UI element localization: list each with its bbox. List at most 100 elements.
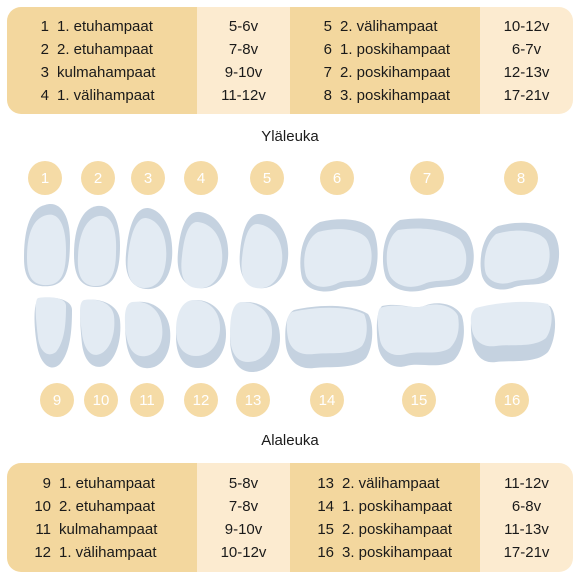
tooth-number: 9 — [42, 474, 51, 492]
tooth-badge-16: 16 — [495, 383, 529, 417]
eruption-age: 9-10v — [224, 63, 263, 81]
eruption-age: 7-8v — [228, 40, 259, 58]
table-row: 13 2. välihampaat — [290, 472, 480, 495]
tooth-number: 14 — [317, 497, 334, 515]
tooth-name: 1. välihampaat — [59, 543, 157, 561]
tooth-15 — [376, 303, 464, 367]
tooth-number: 6 — [323, 40, 332, 58]
tooth-name: 2. etuhampaat — [57, 40, 153, 58]
table-row: 3 kulmahampaat — [7, 61, 197, 84]
eruption-age: 10-12v — [503, 17, 550, 35]
tooth-number: 7 — [323, 63, 332, 81]
lower-jaw-table: 9 1. etuhampaat 10 2. etuhampaat 11 kulmaha… — [7, 463, 573, 572]
tooth-4 — [177, 211, 229, 289]
eruption-age: 17-21v — [503, 543, 550, 561]
eruption-age: 11-12v — [221, 86, 266, 104]
upper-right-ages: 10-12v 6-7v 12-13v 17-21v — [480, 7, 573, 114]
eruption-age: 5-8v — [228, 474, 259, 492]
tooth-number: 16 — [317, 543, 334, 561]
upper-left-ages: 5-6v 7-8v 9-10v 11-12v — [197, 7, 290, 114]
tooth-1 — [24, 204, 70, 287]
tooth-badge-12: 12 — [184, 383, 218, 417]
tooth-number: 4 — [40, 86, 49, 104]
tooth-number: 3 — [40, 63, 49, 81]
tooth-14 — [285, 305, 373, 369]
tooth-badge-7: 7 — [410, 161, 444, 195]
tooth-name: 1. välihampaat — [57, 86, 155, 104]
upper-left-names: 1 1. etuhampaat 2 2. etuhampaat 3 kulmahamp… — [7, 7, 197, 114]
tooth-name: 3. poskihampaat — [340, 86, 451, 104]
tooth-8 — [480, 222, 560, 290]
tooth-name: 2. välihampaat — [340, 17, 438, 35]
eruption-age: 9-10v — [224, 520, 263, 538]
tooth-name: 2. etuhampaat — [59, 497, 155, 515]
table-row: 4 1. välihampaat — [7, 84, 197, 107]
eruption-age: 11-13v — [504, 520, 549, 538]
tooth-name: 2. välihampaat — [342, 474, 440, 492]
table-row: 16 3. poskihampaat — [290, 541, 480, 564]
tooth-name: kulmahampaat — [59, 520, 158, 538]
tooth-number: 13 — [317, 474, 334, 492]
eruption-age: 12-13v — [503, 63, 550, 81]
tooth-badge-10: 10 — [84, 383, 118, 417]
tooth-13 — [230, 302, 280, 372]
eruption-age: 7-8v — [228, 497, 259, 515]
tooth-badge-13: 13 — [236, 383, 270, 417]
tooth-name: 1. etuhampaat — [57, 17, 153, 35]
tooth-badge-15: 15 — [402, 383, 436, 417]
table-row: 2 2. etuhampaat — [7, 38, 197, 61]
tooth-badge-3: 3 — [131, 161, 165, 195]
tooth-badge-1: 1 — [28, 161, 62, 195]
lower-jaw-title: Alaleuka — [261, 432, 319, 449]
tooth-badge-9: 9 — [40, 383, 74, 417]
tooth-badge-4: 4 — [184, 161, 218, 195]
eruption-age: 6-7v — [511, 40, 542, 58]
tooth-badge-5: 5 — [250, 161, 284, 195]
tooth-number: 15 — [317, 520, 334, 538]
tooth-3 — [125, 207, 173, 290]
upper-right-names: 5 2. välihampaat 6 1. poskihampaat 7 2. pos… — [290, 7, 480, 114]
eruption-age: 17-21v — [503, 86, 550, 104]
table-row: 14 1. poskihampaat — [290, 495, 480, 518]
tooth-badge-6: 6 — [320, 161, 354, 195]
eruption-age: 10-12v — [220, 543, 267, 561]
table-row: 6 1. poskihampaat — [290, 38, 480, 61]
lower-left-ages: 5-8v 7-8v 9-10v 10-12v — [197, 463, 290, 572]
tooth-number: 5 — [323, 17, 332, 35]
table-row: 10 2. etuhampaat — [7, 495, 197, 518]
table-row: 15 2. poskihampaat — [290, 518, 480, 541]
tooth-12 — [176, 300, 226, 368]
lower-left-names: 9 1. etuhampaat 10 2. etuhampaat 11 kulmaha… — [7, 463, 197, 572]
eruption-age: 5-6v — [228, 17, 259, 35]
tooth-9 — [34, 297, 72, 368]
upper-teeth — [24, 204, 560, 292]
table-row: 1 1. etuhampaat — [7, 15, 197, 38]
lower-right-ages: 11-12v 6-8v 11-13v 17-21v — [480, 463, 573, 572]
tooth-number: 1 — [40, 17, 49, 35]
lower-right-names: 13 2. välihampaat 14 1. poskihampaat 15 2. … — [290, 463, 480, 572]
table-row: 11 kulmahampaat — [7, 518, 197, 541]
tooth-5 — [239, 213, 289, 289]
tooth-name: 1. poskihampaat — [340, 40, 451, 58]
tooth-name: kulmahampaat — [57, 63, 156, 81]
tooth-badge-2: 2 — [81, 161, 115, 195]
table-row: 8 3. poskihampaat — [290, 84, 480, 107]
tooth-badge-11: 11 — [130, 383, 164, 417]
tooth-badge-14: 14 — [310, 383, 344, 417]
tooth-16 — [470, 301, 556, 363]
tooth-number: 2 — [40, 40, 49, 58]
tooth-11 — [124, 301, 171, 369]
table-row: 7 2. poskihampaat — [290, 61, 480, 84]
table-row: 12 1. välihampaat — [7, 541, 197, 564]
tooth-number: 11 — [35, 520, 51, 538]
eruption-age: 6-8v — [511, 497, 542, 515]
lower-teeth — [34, 297, 556, 372]
tooth-name: 1. poskihampaat — [342, 497, 453, 515]
table-row: 9 1. etuhampaat — [7, 472, 197, 495]
upper-jaw-title: Yläleuka — [261, 128, 319, 145]
tooth-badge-8: 8 — [504, 161, 538, 195]
table-row: 5 2. välihampaat — [290, 15, 480, 38]
tooth-6 — [300, 219, 378, 292]
upper-jaw-table: 1 1. etuhampaat 2 2. etuhampaat 3 kulmahamp… — [7, 7, 573, 114]
